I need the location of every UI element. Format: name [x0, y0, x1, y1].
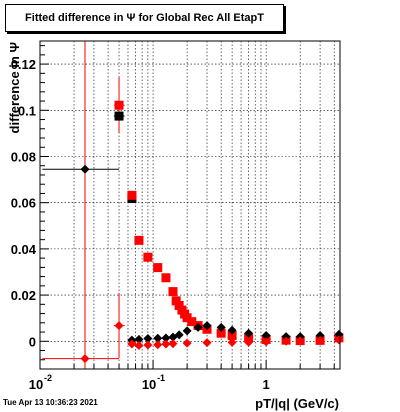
y-tick-label: 0.02	[11, 288, 36, 303]
data-point-square	[114, 111, 124, 121]
data-point-diamond	[202, 321, 212, 331]
data-point-diamond	[134, 334, 144, 344]
data-point-diamond	[161, 339, 171, 349]
timestamp: Tue Apr 13 10:36:23 2021	[3, 398, 98, 407]
data-point-square	[161, 273, 171, 283]
y-tick-label: 0.06	[11, 196, 36, 211]
data-point-diamond	[334, 329, 344, 339]
data-point-diamond	[153, 340, 163, 350]
data-point-diamond	[216, 322, 226, 332]
data-point-diamond	[153, 333, 163, 343]
data-point-square	[171, 296, 181, 306]
chart-title: Fitted difference in Ψ for Global Rec Al…	[5, 4, 284, 32]
data-point-diamond	[143, 334, 153, 344]
data-point-diamond	[80, 164, 90, 174]
data-point-diamond	[281, 336, 291, 346]
data-point-diamond	[134, 340, 144, 350]
data-point-diamond	[334, 335, 344, 345]
x-tick-label: 10	[29, 377, 43, 392]
y-axis-label: difference in Ψ	[7, 42, 22, 133]
axis-ticks	[39, 45, 335, 369]
data-markers	[80, 100, 344, 364]
data-point-diamond	[261, 337, 271, 347]
data-point-diamond	[143, 340, 153, 350]
data-point-square	[174, 300, 184, 310]
y-tick-label: 0	[29, 334, 36, 349]
data-point-diamond	[227, 337, 237, 347]
error-bars	[42, 41, 136, 369]
y-tick-label: 0.1	[18, 103, 36, 118]
data-point-diamond	[281, 332, 291, 342]
data-point-diamond	[295, 336, 305, 346]
data-point-square	[187, 317, 197, 327]
data-point-diamond	[244, 328, 254, 338]
data-point-diamond	[127, 339, 137, 349]
y-tick-label: 0.08	[11, 149, 36, 164]
data-point-square	[153, 263, 163, 273]
data-point-diamond	[315, 331, 325, 341]
x-tick-labels: 10 -2 10 -1 1	[29, 373, 270, 392]
data-point-square	[182, 313, 192, 323]
data-point-square	[168, 287, 178, 297]
data-point-square	[143, 252, 153, 262]
data-point-diamond	[161, 333, 171, 343]
data-point-square	[216, 328, 226, 338]
plot-frame	[39, 40, 341, 370]
data-point-square	[114, 100, 124, 110]
data-point-diamond	[80, 354, 90, 364]
data-point-diamond	[261, 331, 271, 341]
x-tick-label: 1	[263, 377, 270, 392]
data-point-diamond	[315, 335, 325, 345]
data-point-diamond	[174, 330, 184, 340]
y-tick-label: 0.04	[11, 242, 37, 257]
data-point-diamond	[244, 337, 254, 347]
data-point-diamond	[182, 326, 192, 336]
data-point-diamond	[193, 322, 203, 332]
data-point-diamond	[168, 339, 178, 349]
data-point-diamond	[202, 338, 212, 348]
x-tick-label: 10	[142, 377, 156, 392]
data-point-diamond	[227, 325, 237, 335]
y-tick-labels: 0 0.02 0.04 0.06 0.08 0.1 0.12	[11, 57, 37, 349]
data-point-square	[227, 331, 237, 341]
data-point-square	[127, 190, 137, 200]
x-tick-exponent: -2	[44, 373, 52, 383]
data-point-diamond	[182, 338, 192, 348]
data-point-diamond	[114, 321, 124, 331]
y-tick-label: 0.12	[11, 57, 36, 72]
x-axis-label: pT/|q| (GeV/c)	[255, 396, 339, 411]
data-point-square	[134, 235, 144, 245]
x-tick-exponent: -1	[157, 373, 165, 383]
